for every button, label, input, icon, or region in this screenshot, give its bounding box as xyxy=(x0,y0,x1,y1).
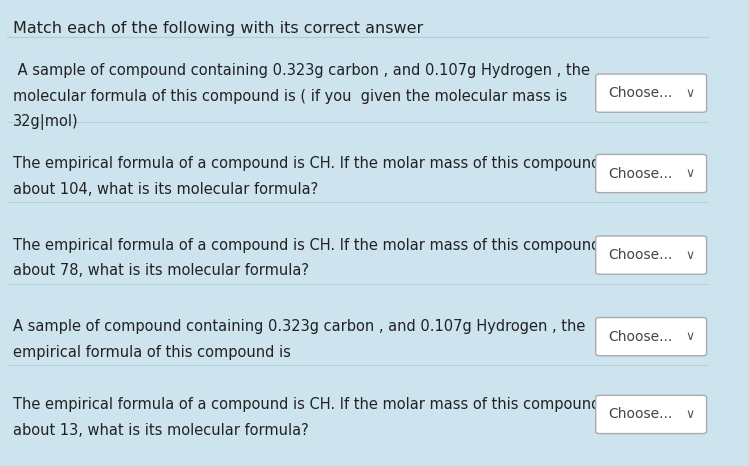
FancyBboxPatch shape xyxy=(595,317,706,356)
Text: Choose...: Choose... xyxy=(608,329,672,343)
Text: Match each of the following with its correct answer: Match each of the following with its cor… xyxy=(13,21,423,36)
FancyBboxPatch shape xyxy=(595,74,706,112)
FancyBboxPatch shape xyxy=(595,236,706,274)
Text: ∨: ∨ xyxy=(685,87,694,100)
Text: The empirical formula of a compound is CH. If the molar mass of this compound is: The empirical formula of a compound is C… xyxy=(13,156,616,171)
Text: ∨: ∨ xyxy=(685,408,694,421)
Text: ∨: ∨ xyxy=(685,167,694,180)
Text: The empirical formula of a compound is CH. If the molar mass of this compound is: The empirical formula of a compound is C… xyxy=(13,397,616,412)
Text: Choose...: Choose... xyxy=(608,248,672,262)
Text: Choose...: Choose... xyxy=(608,407,672,421)
Text: about 78, what is its molecular formula?: about 78, what is its molecular formula? xyxy=(13,263,309,278)
FancyBboxPatch shape xyxy=(595,154,706,192)
Text: Choose...: Choose... xyxy=(608,86,672,100)
FancyBboxPatch shape xyxy=(595,395,706,433)
Text: A sample of compound containing 0.323g carbon , and 0.107g Hydrogen , the: A sample of compound containing 0.323g c… xyxy=(13,319,585,334)
Text: about 13, what is its molecular formula?: about 13, what is its molecular formula? xyxy=(13,423,309,438)
Text: A sample of compound containing 0.323g carbon , and 0.107g Hydrogen , the: A sample of compound containing 0.323g c… xyxy=(13,63,590,78)
Text: ∨: ∨ xyxy=(685,248,694,261)
Text: Choose...: Choose... xyxy=(608,166,672,180)
Text: empirical formula of this compound is: empirical formula of this compound is xyxy=(13,345,291,360)
Text: molecular formula of this compound is ( if you  given the molecular mass is: molecular formula of this compound is ( … xyxy=(13,89,567,103)
Text: The empirical formula of a compound is CH. If the molar mass of this compound is: The empirical formula of a compound is C… xyxy=(13,238,616,253)
Text: about 104, what is its molecular formula?: about 104, what is its molecular formula… xyxy=(13,182,318,197)
Text: ∨: ∨ xyxy=(685,330,694,343)
Text: 32g|mol): 32g|mol) xyxy=(13,114,79,130)
